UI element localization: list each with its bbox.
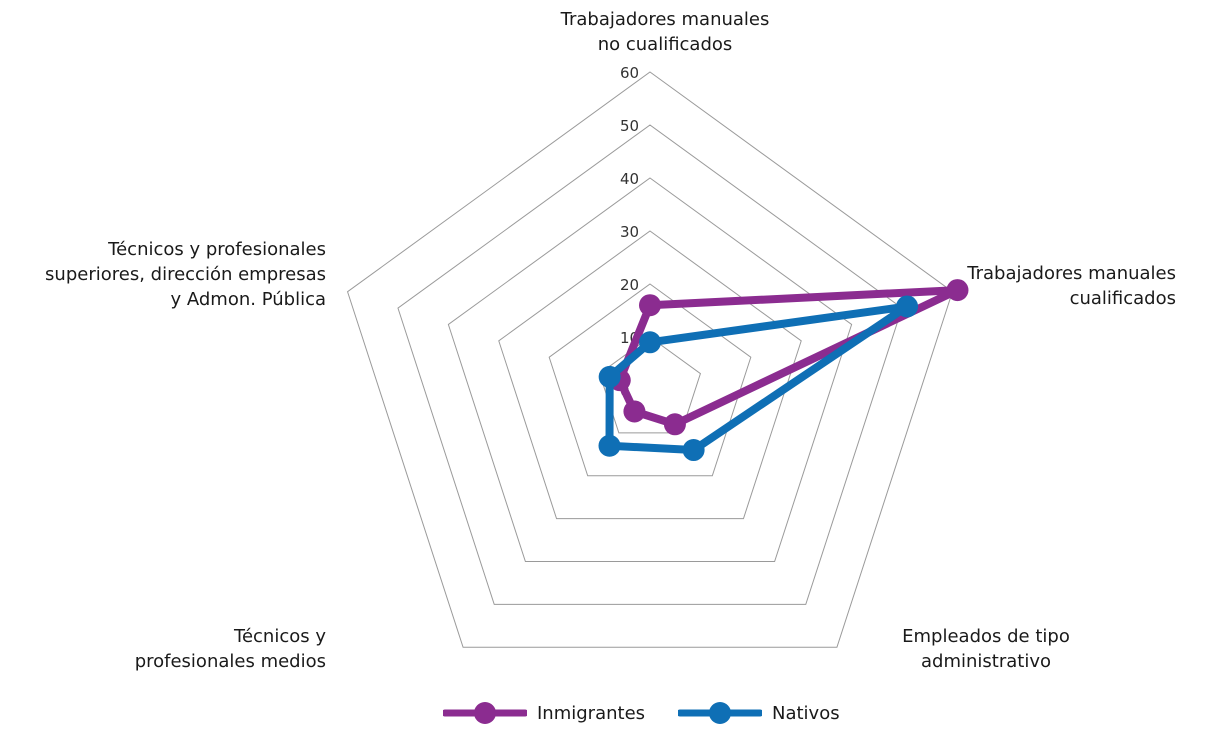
legend-item-inmigrantes: Inmigrantes bbox=[443, 700, 645, 726]
category-label-administrative: Empleados de tipo administrativo bbox=[902, 626, 1070, 672]
data-point-nativos-2 bbox=[682, 439, 705, 462]
grid-ring-60 bbox=[346, 71, 954, 648]
data-point-nativos-1 bbox=[896, 295, 919, 318]
category-label-unskilled-manual: Trabajadores manuales no cualificados bbox=[560, 9, 770, 55]
tick-label-50: 50 bbox=[620, 117, 639, 135]
legend-label-inmigrantes: Inmigrantes bbox=[537, 702, 646, 724]
legend-label-nativos: Nativos bbox=[772, 702, 840, 724]
legend-item-nativos: Nativos bbox=[678, 700, 840, 726]
category-label-senior-professionals: Técnicos y profesionales superiores, dir… bbox=[45, 239, 326, 310]
data-point-inmigrantes-0 bbox=[639, 294, 661, 317]
grid-ring-50 bbox=[397, 124, 903, 605]
legend-swatch-nativos bbox=[678, 702, 762, 724]
data-point-nativos-0 bbox=[639, 331, 661, 354]
category-label-mid-technicians: Técnicos y profesionales medios bbox=[134, 626, 326, 672]
tick-label-20: 20 bbox=[620, 276, 639, 294]
tick-label-60: 60 bbox=[620, 64, 639, 82]
legend-swatch-inmigrantes bbox=[443, 702, 527, 724]
tick-label-30: 30 bbox=[620, 223, 639, 241]
radar-grid bbox=[346, 71, 954, 648]
series-nativos bbox=[598, 295, 919, 462]
data-point-inmigrantes-2 bbox=[663, 413, 686, 436]
tick-label-40: 40 bbox=[620, 170, 639, 188]
data-point-nativos-4 bbox=[598, 365, 621, 388]
legend: Inmigrantes Nativos bbox=[0, 700, 1212, 734]
category-label-skilled-manual: Trabajadores manuales cualificados bbox=[967, 263, 1176, 309]
data-series bbox=[598, 279, 969, 462]
data-point-nativos-3 bbox=[598, 434, 621, 457]
data-point-inmigrantes-3 bbox=[623, 400, 646, 423]
data-point-inmigrantes-1 bbox=[946, 279, 969, 302]
grid-ring-20 bbox=[548, 283, 752, 477]
